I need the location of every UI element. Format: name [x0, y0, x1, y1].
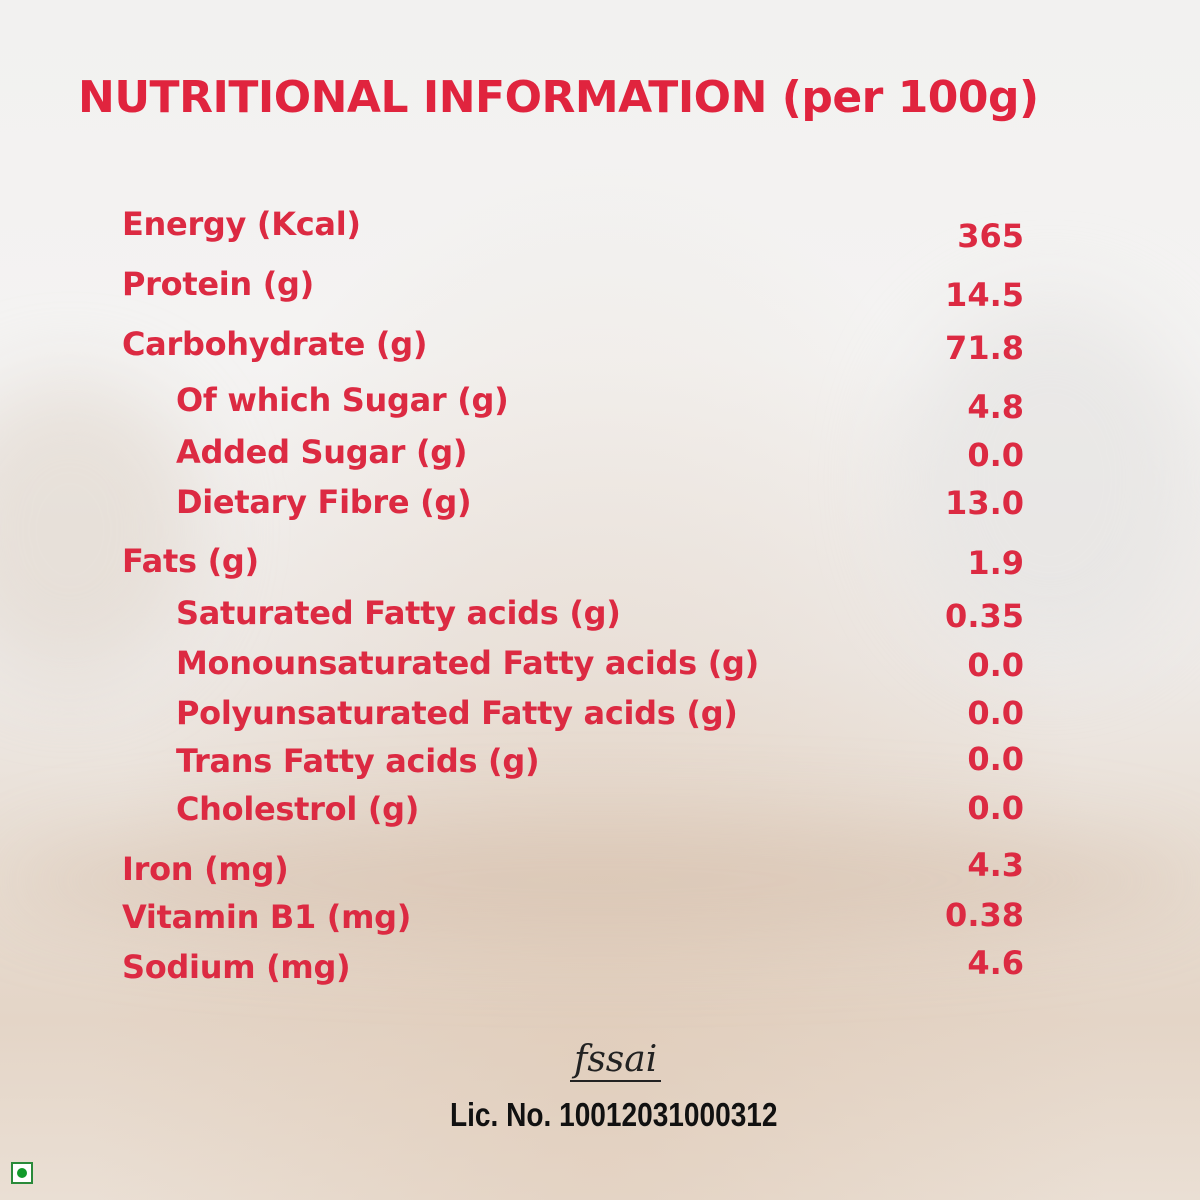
table-row: Vitamin B1 (mg) 0.38 [0, 0, 1200, 936]
nutrient-label: Sodium (mg) [122, 948, 351, 986]
page-title: NUTRITIONAL INFORMATION (per 100g) [78, 72, 1039, 123]
nutrient-value: 4.3 [967, 846, 1024, 884]
nutrient-value: 4.6 [967, 944, 1024, 982]
nutrient-label: Vitamin B1 (mg) [122, 898, 412, 936]
nutrient-label: Protein (g) [122, 265, 314, 303]
nutrient-value: 71.8 [945, 329, 1024, 367]
nutrient-label: Cholestrol (g) [176, 790, 420, 828]
nutrient-value: 1.9 [967, 544, 1024, 582]
table-row: Protein (g) 14.5 [0, 0, 1200, 314]
nutrient-label: Polyunsaturated Fatty acids (g) [176, 694, 738, 732]
table-row: Added Sugar (g) 0.0 [0, 0, 1200, 474]
nutrient-label: Trans Fatty acids (g) [176, 742, 540, 780]
table-row: Carbohydrate (g) 71.8 [0, 0, 1200, 367]
license-number: Lic. No. 10012031000312 [450, 1096, 778, 1133]
table-row: Fats (g) 1.9 [0, 0, 1200, 582]
table-row: Of which Sugar (g) 4.8 [0, 0, 1200, 426]
nutrient-label: Carbohydrate (g) [122, 325, 428, 363]
nutrient-value: 0.38 [945, 896, 1024, 934]
nutrient-value: 14.5 [945, 276, 1024, 314]
background-blur [0, 380, 200, 680]
nutrient-label: Saturated Fatty acids (g) [176, 594, 621, 632]
nutrient-label: Of which Sugar (g) [176, 381, 509, 419]
table-row: Monounsaturated Fatty acids (g) 0.0 [0, 0, 1200, 684]
table-row: Energy (Kcal) 365 [0, 0, 1200, 255]
nutrient-value: 0.0 [967, 740, 1024, 778]
nutrient-label: Iron (mg) [122, 850, 289, 888]
nutrient-label: Dietary Fibre (g) [176, 483, 472, 521]
nutrient-value: 0.0 [967, 789, 1024, 827]
table-row: Saturated Fatty acids (g) 0.35 [0, 0, 1200, 635]
nutrient-label: Fats (g) [122, 542, 259, 580]
nutrient-value: 13.0 [945, 484, 1024, 522]
nutrient-label: Monounsaturated Fatty acids (g) [176, 644, 759, 682]
fssai-logo: fssai [570, 1040, 662, 1082]
nutrient-value: 4.8 [967, 388, 1024, 426]
table-row: Trans Fatty acids (g) 0.0 [0, 0, 1200, 780]
table-row: Dietary Fibre (g) 13.0 [0, 0, 1200, 522]
nutrient-value: 0.0 [967, 646, 1024, 684]
vegetarian-icon [11, 1162, 33, 1184]
nutrient-value: 365 [957, 217, 1024, 255]
table-row: Cholestrol (g) 0.0 [0, 0, 1200, 828]
nutrient-value: 0.0 [967, 694, 1024, 732]
nutrient-label: Added Sugar (g) [176, 433, 468, 471]
table-row: Polyunsaturated Fatty acids (g) 0.0 [0, 0, 1200, 732]
table-row: Sodium (mg) 4.6 [0, 0, 1200, 986]
nutrient-label: Energy (Kcal) [122, 205, 361, 243]
table-row: Iron (mg) 4.3 [0, 0, 1200, 888]
nutrient-value: 0.35 [945, 597, 1024, 635]
nutrient-value: 0.0 [967, 436, 1024, 474]
